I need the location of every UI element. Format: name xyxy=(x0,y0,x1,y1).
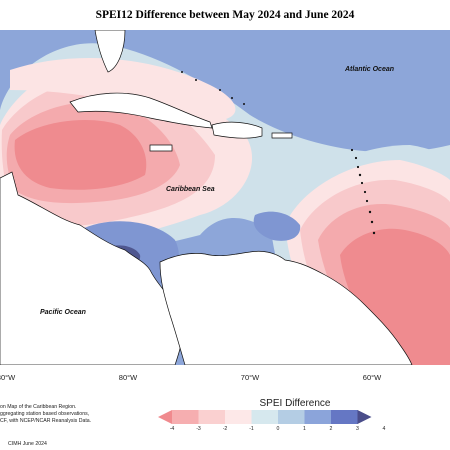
island-dot xyxy=(358,173,362,177)
island-dot xyxy=(356,165,360,169)
north-pale-pink-strip xyxy=(10,58,236,121)
island-dot xyxy=(363,190,367,194)
legend-color-cell xyxy=(225,410,252,424)
legend-color-cell xyxy=(198,410,226,424)
island-dot xyxy=(195,79,197,81)
island-dot xyxy=(372,231,376,235)
legend-tick-label: 4 xyxy=(382,426,386,432)
legend-tick-label: -2 xyxy=(222,426,228,432)
island-dot xyxy=(231,97,233,99)
legend-title: SPEI Difference xyxy=(259,398,331,409)
south-america-landmass xyxy=(159,250,413,365)
map-title: SPEI12 Difference between May 2024 and J… xyxy=(95,9,355,21)
map-canvas xyxy=(0,30,450,365)
island-dot xyxy=(243,103,245,105)
island-dot xyxy=(368,210,372,214)
longitude-tick-label: 80°W xyxy=(118,373,138,382)
legend-tick-label: 1 xyxy=(303,426,306,432)
island-dot xyxy=(181,71,183,73)
pacific-ocean-label: Pacific Ocean xyxy=(40,309,86,316)
legend-tick-label: -3 xyxy=(196,426,201,432)
longitude-tick-label: 60°W xyxy=(362,373,382,382)
legend-tick-label: -1 xyxy=(249,426,254,432)
legend-tick-label: 3 xyxy=(356,426,359,432)
legend-color-cell xyxy=(278,410,305,424)
cuba-island xyxy=(69,92,213,129)
island-dot xyxy=(360,181,364,185)
legend-tick-label: 2 xyxy=(329,426,333,432)
west-strong-red-core xyxy=(14,120,147,190)
island-dot xyxy=(354,156,358,160)
jamaica-island xyxy=(149,144,173,152)
longitude-tick-label: 80°W xyxy=(0,373,16,382)
caption-line: on Map of the Caribbean Region. xyxy=(0,404,77,410)
legend-color-cell xyxy=(172,410,199,424)
legend-color-cell xyxy=(251,410,279,424)
caption-line: ggregating station based observations, xyxy=(0,411,90,417)
island-dot xyxy=(350,148,354,152)
credit-text: CIMH June 2024 xyxy=(8,441,47,447)
legend-tick-label: 0 xyxy=(276,426,280,432)
legend-triangle-low xyxy=(158,410,172,424)
florida-landmass xyxy=(94,30,126,73)
spei-difference-map xyxy=(0,30,450,365)
legend-color-cell xyxy=(304,410,332,424)
legend-color-cell xyxy=(331,410,358,424)
atlantic-ocean-label: Atlantic Ocean xyxy=(345,66,395,73)
island-dot xyxy=(365,199,369,203)
caribbean-sea-label: Caribbean Sea xyxy=(166,186,215,193)
lesser-antilles-islands xyxy=(181,71,376,235)
longitude-tick-label: 70°W xyxy=(240,373,260,382)
land-masses xyxy=(0,30,413,365)
gulf-of-venezuela-blue-band xyxy=(253,211,301,241)
island-dot xyxy=(370,220,374,224)
map-caption: on Map of the Caribbean Region. ggregati… xyxy=(0,404,91,425)
caption-line: CF, with NCEP/NCAR Reanalysis Data. xyxy=(0,418,92,424)
legend-triangle-high xyxy=(357,410,372,424)
puerto-rico-island xyxy=(271,132,293,139)
east-strong-red-core xyxy=(340,228,450,365)
island-dot xyxy=(219,89,221,91)
legend-tick-label: -4 xyxy=(169,426,175,432)
hispaniola-island xyxy=(211,121,263,139)
color-legend-bar xyxy=(158,410,372,424)
